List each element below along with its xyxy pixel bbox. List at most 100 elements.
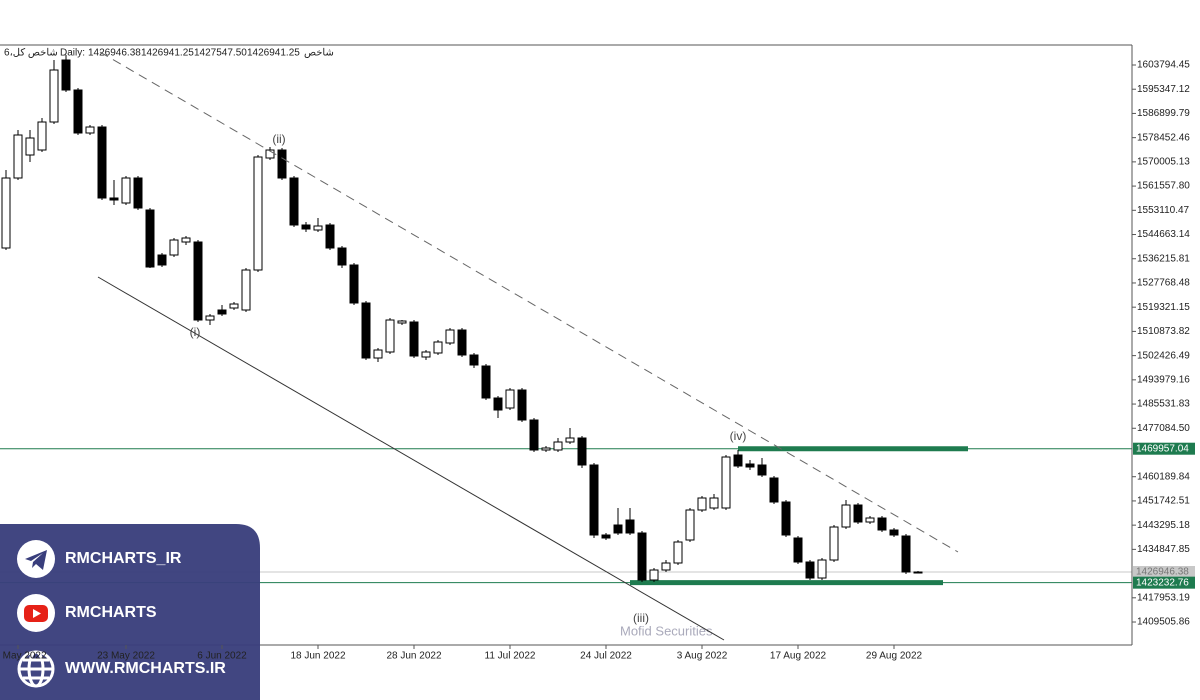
candle-body — [577, 437, 587, 466]
candle-body — [589, 464, 599, 536]
y-tick-label: 1527768.48 — [1137, 278, 1190, 289]
candle-body — [805, 561, 815, 579]
candle-body — [601, 534, 611, 539]
candle-body — [757, 464, 767, 476]
y-tick-label: 1451742.51 — [1137, 496, 1190, 507]
candle-body — [37, 121, 47, 151]
candle-body — [877, 517, 887, 531]
candle-body — [145, 209, 155, 268]
x-tick-label: 29 Aug 2022 — [866, 651, 923, 662]
candle-body — [349, 264, 359, 304]
candle-body — [685, 509, 695, 541]
y-tick-label: 1417953.19 — [1137, 592, 1190, 603]
candle-body — [337, 247, 347, 266]
candle-body — [49, 69, 59, 123]
candle-body — [421, 351, 431, 358]
candle-body — [493, 397, 503, 411]
y-tick-label: 1586899.79 — [1137, 108, 1190, 119]
candle-body — [409, 321, 419, 357]
y-tick-label: 1603794.45 — [1137, 60, 1190, 71]
candle-body — [301, 224, 311, 230]
wave-label: (ii) — [272, 132, 285, 146]
y-tick-label: 1502426.49 — [1137, 350, 1190, 361]
header-low: 1427547.50 — [194, 48, 247, 59]
website-url[interactable]: WWW.RMCHARTS.IR — [65, 660, 226, 677]
y-tick-label: 1570005.13 — [1137, 157, 1190, 168]
candle-body — [397, 320, 407, 324]
y-tick-label: 1493979.16 — [1137, 374, 1190, 385]
candle-body — [457, 329, 467, 356]
candle-body — [853, 504, 863, 523]
y-tick-label: 1519321.15 — [1137, 302, 1190, 313]
y-tick-label: 1544663.14 — [1137, 229, 1190, 240]
candle-body — [253, 156, 263, 271]
y-tick-label: 1477084.50 — [1137, 423, 1190, 434]
header-close: 1426941.25 — [247, 48, 300, 59]
candle-body — [673, 541, 683, 564]
wave-label: (iv) — [730, 429, 747, 443]
wave-label: (iii) — [633, 611, 649, 625]
candle-body — [85, 126, 95, 134]
y-tick-label: 1578452.46 — [1137, 132, 1190, 143]
candle-body — [313, 225, 323, 231]
candle-body — [481, 365, 491, 399]
price-level-box — [1133, 566, 1195, 579]
telegram-handle[interactable]: RMCHARTS_IR — [65, 550, 182, 567]
y-tick-label: 1561557.80 — [1137, 181, 1190, 192]
candle-body — [277, 149, 287, 179]
candle-body — [865, 517, 875, 523]
candle-body — [13, 134, 23, 179]
candle-body — [565, 437, 575, 443]
y-tick-label: 1485531.83 — [1137, 399, 1190, 410]
header-symbol: شاخص کل،6 — [4, 48, 58, 59]
candle-body — [505, 389, 515, 409]
x-tick-label: 23 May 2022 — [97, 651, 155, 662]
header: شاخص کل،6 Daily: 1426946.38 1426941.25 1… — [4, 48, 334, 59]
candle-body — [385, 319, 395, 353]
candle-body — [841, 504, 851, 528]
header-name: شاخص — [304, 48, 334, 59]
candle-body — [913, 571, 923, 574]
header-high: 1426941.25 — [141, 48, 194, 59]
price-level-label: 1469957.04 — [1136, 443, 1189, 454]
youtube-handle[interactable]: RMCHARTS — [65, 604, 157, 621]
x-tick-label: 3 Aug 2022 — [677, 651, 728, 662]
wave-label: (i) — [190, 325, 201, 339]
header-timeframe: Daily: — [60, 48, 85, 59]
candle-body — [61, 59, 71, 91]
candle-body — [361, 302, 371, 359]
y-tick-label: 1595347.12 — [1137, 84, 1190, 95]
telegram-icon — [17, 540, 55, 578]
candle-body — [745, 463, 755, 468]
candle-body — [817, 559, 827, 579]
candle-body — [133, 177, 143, 209]
candle-body — [193, 241, 203, 321]
candle-body — [265, 149, 275, 159]
candle-body — [1, 177, 11, 249]
candle-body — [73, 89, 83, 134]
candle-body — [121, 177, 131, 204]
candle-body — [697, 497, 707, 511]
plot-area — [0, 55, 1132, 586]
candle-body — [901, 535, 911, 573]
price-level-box — [1133, 442, 1195, 455]
candle-body — [637, 532, 647, 581]
candle-body — [769, 477, 779, 503]
candle-body — [541, 447, 551, 451]
price-level-box — [1133, 576, 1195, 589]
x-tick-label: 11 May 2022 — [0, 651, 47, 662]
x-tick-label: 24 Jul 2022 — [580, 651, 632, 662]
promo-panel: RMCHARTS_IR RMCHARTS WWW.RMCHARTS.IR — [0, 524, 260, 700]
trend-line-upper — [99, 51, 959, 553]
promo-background — [0, 524, 260, 700]
candle-body — [373, 349, 383, 359]
x-tick-label: 18 Jun 2022 — [290, 651, 345, 662]
y-tick-label: 1536215.81 — [1137, 253, 1190, 264]
candle-body — [733, 454, 743, 467]
candle-body — [289, 177, 299, 226]
candle-body — [625, 519, 635, 534]
candle-body — [709, 497, 719, 509]
y-tick-label: 1409505.86 — [1137, 617, 1190, 628]
candle-body — [793, 537, 803, 563]
